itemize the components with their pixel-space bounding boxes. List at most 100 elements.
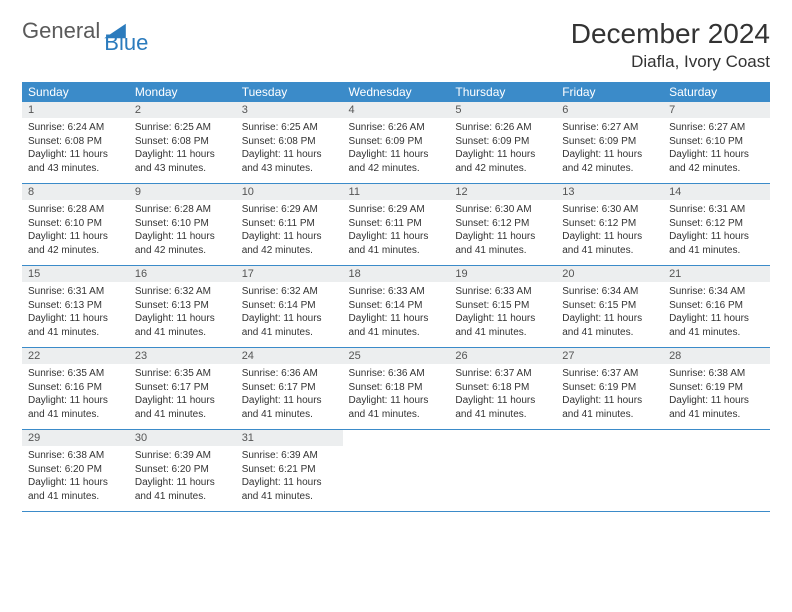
day-details: Sunrise: 6:29 AMSunset: 6:11 PMDaylight:… <box>343 200 450 265</box>
day-cell: 25Sunrise: 6:36 AMSunset: 6:18 PMDayligh… <box>343 348 450 430</box>
day-cell: 19Sunrise: 6:33 AMSunset: 6:15 PMDayligh… <box>449 266 556 348</box>
day-cell: 27Sunrise: 6:37 AMSunset: 6:19 PMDayligh… <box>556 348 663 430</box>
day-cell: 26Sunrise: 6:37 AMSunset: 6:18 PMDayligh… <box>449 348 556 430</box>
day-details: Sunrise: 6:36 AMSunset: 6:17 PMDaylight:… <box>236 364 343 429</box>
day-details: Sunrise: 6:35 AMSunset: 6:16 PMDaylight:… <box>22 364 129 429</box>
logo: General Blue <box>22 18 172 44</box>
day-details: Sunrise: 6:29 AMSunset: 6:11 PMDaylight:… <box>236 200 343 265</box>
day-number: 8 <box>22 184 129 200</box>
day-details: Sunrise: 6:38 AMSunset: 6:19 PMDaylight:… <box>663 364 770 429</box>
day-number: 1 <box>22 102 129 118</box>
day-cell: 18Sunrise: 6:33 AMSunset: 6:14 PMDayligh… <box>343 266 450 348</box>
day-details: Sunrise: 6:30 AMSunset: 6:12 PMDaylight:… <box>449 200 556 265</box>
day-details: Sunrise: 6:34 AMSunset: 6:16 PMDaylight:… <box>663 282 770 347</box>
day-details: Sunrise: 6:33 AMSunset: 6:15 PMDaylight:… <box>449 282 556 347</box>
header: General Blue December 2024 Diafla, Ivory… <box>22 18 770 72</box>
day-cell: 29Sunrise: 6:38 AMSunset: 6:20 PMDayligh… <box>22 430 129 512</box>
month-title: December 2024 <box>571 18 770 50</box>
location: Diafla, Ivory Coast <box>571 52 770 72</box>
day-cell: 10Sunrise: 6:29 AMSunset: 6:11 PMDayligh… <box>236 184 343 266</box>
title-block: December 2024 Diafla, Ivory Coast <box>571 18 770 72</box>
day-header-wednesday: Wednesday <box>343 82 450 102</box>
day-number: 24 <box>236 348 343 364</box>
day-details: Sunrise: 6:38 AMSunset: 6:20 PMDaylight:… <box>22 446 129 511</box>
day-number: 27 <box>556 348 663 364</box>
day-cell: 8Sunrise: 6:28 AMSunset: 6:10 PMDaylight… <box>22 184 129 266</box>
day-details: Sunrise: 6:27 AMSunset: 6:10 PMDaylight:… <box>663 118 770 183</box>
day-details: Sunrise: 6:35 AMSunset: 6:17 PMDaylight:… <box>129 364 236 429</box>
day-cell: 2Sunrise: 6:25 AMSunset: 6:08 PMDaylight… <box>129 102 236 184</box>
day-number: 16 <box>129 266 236 282</box>
day-details: Sunrise: 6:26 AMSunset: 6:09 PMDaylight:… <box>449 118 556 183</box>
day-cell: 6Sunrise: 6:27 AMSunset: 6:09 PMDaylight… <box>556 102 663 184</box>
day-number: 6 <box>556 102 663 118</box>
day-header-sunday: Sunday <box>22 82 129 102</box>
day-cell: 1Sunrise: 6:24 AMSunset: 6:08 PMDaylight… <box>22 102 129 184</box>
day-cell: 7Sunrise: 6:27 AMSunset: 6:10 PMDaylight… <box>663 102 770 184</box>
day-cell: 23Sunrise: 6:35 AMSunset: 6:17 PMDayligh… <box>129 348 236 430</box>
day-details: Sunrise: 6:26 AMSunset: 6:09 PMDaylight:… <box>343 118 450 183</box>
day-header-row: SundayMondayTuesdayWednesdayThursdayFrid… <box>22 82 770 102</box>
day-details: Sunrise: 6:37 AMSunset: 6:18 PMDaylight:… <box>449 364 556 429</box>
day-number: 31 <box>236 430 343 446</box>
day-details: Sunrise: 6:25 AMSunset: 6:08 PMDaylight:… <box>129 118 236 183</box>
day-number: 3 <box>236 102 343 118</box>
day-details: Sunrise: 6:32 AMSunset: 6:13 PMDaylight:… <box>129 282 236 347</box>
day-header-saturday: Saturday <box>663 82 770 102</box>
day-number: 21 <box>663 266 770 282</box>
day-cell: 4Sunrise: 6:26 AMSunset: 6:09 PMDaylight… <box>343 102 450 184</box>
day-cell <box>663 430 770 512</box>
day-cell <box>449 430 556 512</box>
day-number: 11 <box>343 184 450 200</box>
day-details: Sunrise: 6:37 AMSunset: 6:19 PMDaylight:… <box>556 364 663 429</box>
day-number: 23 <box>129 348 236 364</box>
day-cell: 5Sunrise: 6:26 AMSunset: 6:09 PMDaylight… <box>449 102 556 184</box>
day-cell: 28Sunrise: 6:38 AMSunset: 6:19 PMDayligh… <box>663 348 770 430</box>
week-row: 1Sunrise: 6:24 AMSunset: 6:08 PMDaylight… <box>22 102 770 184</box>
week-row: 22Sunrise: 6:35 AMSunset: 6:16 PMDayligh… <box>22 348 770 430</box>
day-details: Sunrise: 6:34 AMSunset: 6:15 PMDaylight:… <box>556 282 663 347</box>
day-header-thursday: Thursday <box>449 82 556 102</box>
day-number: 19 <box>449 266 556 282</box>
day-number: 5 <box>449 102 556 118</box>
day-number: 18 <box>343 266 450 282</box>
day-cell: 20Sunrise: 6:34 AMSunset: 6:15 PMDayligh… <box>556 266 663 348</box>
day-number: 15 <box>22 266 129 282</box>
day-header-friday: Friday <box>556 82 663 102</box>
day-details: Sunrise: 6:36 AMSunset: 6:18 PMDaylight:… <box>343 364 450 429</box>
day-header-monday: Monday <box>129 82 236 102</box>
day-number: 2 <box>129 102 236 118</box>
calendar-table: SundayMondayTuesdayWednesdayThursdayFrid… <box>22 82 770 512</box>
day-details: Sunrise: 6:24 AMSunset: 6:08 PMDaylight:… <box>22 118 129 183</box>
day-details: Sunrise: 6:39 AMSunset: 6:21 PMDaylight:… <box>236 446 343 511</box>
logo-text-general: General <box>22 18 100 44</box>
day-number: 25 <box>343 348 450 364</box>
week-row: 29Sunrise: 6:38 AMSunset: 6:20 PMDayligh… <box>22 430 770 512</box>
day-number: 10 <box>236 184 343 200</box>
logo-text-blue: Blue <box>104 30 148 56</box>
day-number: 13 <box>556 184 663 200</box>
day-cell: 17Sunrise: 6:32 AMSunset: 6:14 PMDayligh… <box>236 266 343 348</box>
day-details: Sunrise: 6:33 AMSunset: 6:14 PMDaylight:… <box>343 282 450 347</box>
day-number: 22 <box>22 348 129 364</box>
day-cell: 22Sunrise: 6:35 AMSunset: 6:16 PMDayligh… <box>22 348 129 430</box>
day-cell: 9Sunrise: 6:28 AMSunset: 6:10 PMDaylight… <box>129 184 236 266</box>
day-cell: 31Sunrise: 6:39 AMSunset: 6:21 PMDayligh… <box>236 430 343 512</box>
day-number: 28 <box>663 348 770 364</box>
day-cell: 16Sunrise: 6:32 AMSunset: 6:13 PMDayligh… <box>129 266 236 348</box>
day-cell: 11Sunrise: 6:29 AMSunset: 6:11 PMDayligh… <box>343 184 450 266</box>
day-details: Sunrise: 6:25 AMSunset: 6:08 PMDaylight:… <box>236 118 343 183</box>
day-details: Sunrise: 6:28 AMSunset: 6:10 PMDaylight:… <box>22 200 129 265</box>
day-number: 30 <box>129 430 236 446</box>
day-details: Sunrise: 6:28 AMSunset: 6:10 PMDaylight:… <box>129 200 236 265</box>
day-cell <box>343 430 450 512</box>
day-details: Sunrise: 6:32 AMSunset: 6:14 PMDaylight:… <box>236 282 343 347</box>
day-cell: 12Sunrise: 6:30 AMSunset: 6:12 PMDayligh… <box>449 184 556 266</box>
day-details: Sunrise: 6:31 AMSunset: 6:12 PMDaylight:… <box>663 200 770 265</box>
day-header-tuesday: Tuesday <box>236 82 343 102</box>
day-cell: 24Sunrise: 6:36 AMSunset: 6:17 PMDayligh… <box>236 348 343 430</box>
day-details: Sunrise: 6:30 AMSunset: 6:12 PMDaylight:… <box>556 200 663 265</box>
day-details: Sunrise: 6:31 AMSunset: 6:13 PMDaylight:… <box>22 282 129 347</box>
day-cell: 21Sunrise: 6:34 AMSunset: 6:16 PMDayligh… <box>663 266 770 348</box>
day-number: 7 <box>663 102 770 118</box>
